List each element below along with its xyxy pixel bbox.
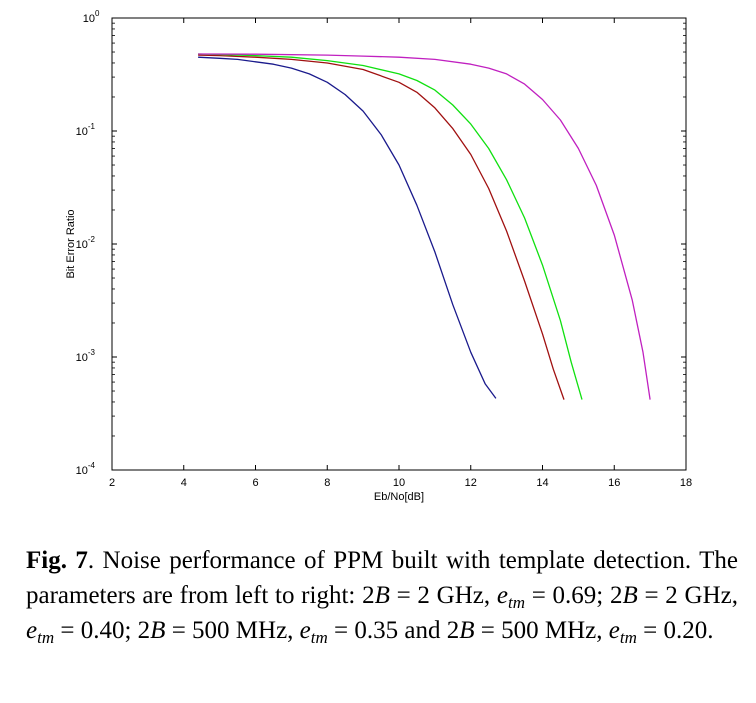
x-tick-label: 12: [465, 477, 477, 489]
caption-sub-tm: tm: [619, 628, 637, 647]
caption-text: = 0.69; 2: [524, 582, 623, 609]
caption-text: . Noise performance of PPM built with te…: [26, 547, 739, 609]
caption-text: = 500 MHz,: [474, 617, 609, 644]
x-tick-label: 6: [252, 477, 258, 489]
caption-var-b: B: [622, 582, 638, 609]
y-tick-label: 100: [83, 9, 100, 25]
figure-number: Fig. 7: [26, 547, 88, 574]
caption-var-e: e: [26, 617, 38, 644]
caption-var-e: e: [496, 582, 508, 609]
x-tick-label: 18: [680, 477, 692, 489]
caption-var-b: B: [374, 582, 390, 609]
x-tick-label: 14: [536, 477, 548, 489]
caption-var-b: B: [459, 617, 475, 644]
caption-text: = 500 MHz,: [165, 617, 300, 644]
ber-chart: 2 4 6 8 10 12 14 16 18 100 10-1 10-2 10-3 10-4 Eb/No[…: [65, 9, 693, 503]
series-line-2: [198, 54, 565, 400]
series-line-3: [198, 53, 583, 400]
caption-sub-tm: tm: [37, 628, 55, 647]
x-tick-label: 16: [608, 477, 620, 489]
tick-group: 2 4 6 8 10 12 14 16 18 100 10-1 10-2 10-3 10-4: [76, 9, 693, 489]
series-line-1: [198, 56, 497, 399]
y-tick-label: 10-4: [76, 461, 96, 477]
x-axis-label: Eb/No[dB]: [374, 491, 424, 503]
y-tick-label: 10-1: [76, 122, 96, 138]
caption-text: = 2 GHz,: [389, 582, 497, 609]
y-tick-label: 10-2: [76, 235, 96, 251]
x-tick-label: 2: [109, 477, 115, 489]
y-tick-label: 10-3: [76, 348, 96, 364]
caption-text: = 0.35 and 2: [327, 617, 460, 644]
series-group: [198, 53, 651, 400]
plot-area: [111, 17, 687, 471]
x-tick-label: 4: [181, 477, 187, 489]
series-line-4: [198, 53, 651, 400]
caption-text: = 0.20.: [636, 617, 714, 644]
caption-var-e: e: [608, 617, 620, 644]
figure-caption: Fig. 7. Noise performance of PPM built w…: [26, 543, 738, 648]
caption-sub-tm: tm: [310, 628, 328, 647]
x-tick-label: 8: [324, 477, 330, 489]
y-axis-label: Bit Error Ratio: [65, 209, 77, 278]
caption-text: = 2 GHz,: [637, 582, 738, 609]
caption-sub-tm: tm: [507, 593, 525, 612]
caption-var-b: B: [150, 617, 166, 644]
caption-var-e: e: [299, 617, 311, 644]
caption-text: = 0.40; 2: [54, 617, 151, 644]
x-tick-label: 10: [393, 477, 405, 489]
